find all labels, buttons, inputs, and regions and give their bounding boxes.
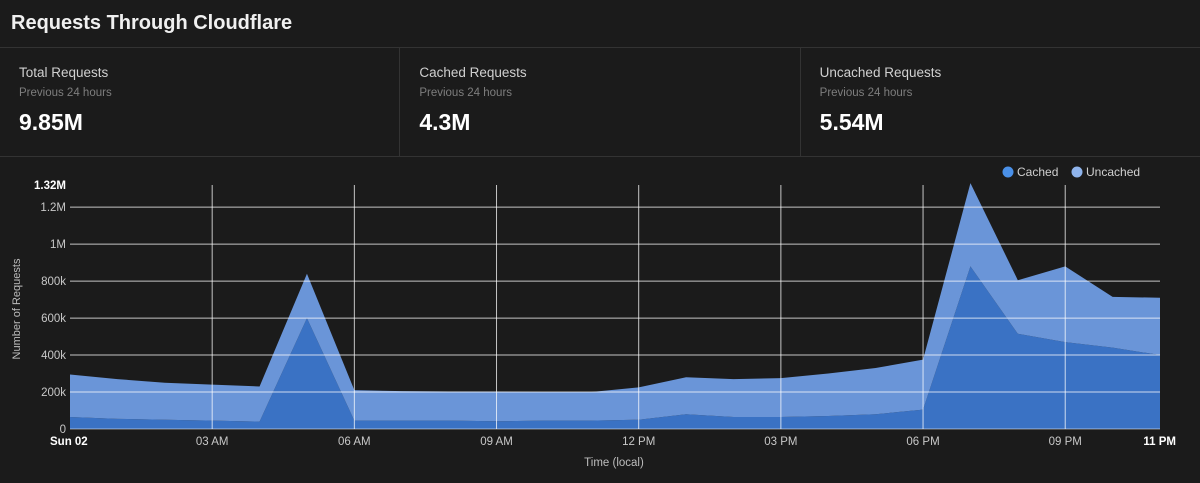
stat-value: 5.54M <box>819 109 884 135</box>
x-axis-label: Time (local) <box>584 457 644 469</box>
stat-period: Previous 24 hours <box>19 87 112 99</box>
y-tick-label: 400k <box>41 350 66 362</box>
stat-value: 9.85M <box>19 109 83 135</box>
area-cached <box>70 266 1160 429</box>
x-tick-label: 09 PM <box>1049 436 1082 448</box>
requests-chart: 1.32M 1.2M 1M 800k 600k 400k 200k 0 Sun 02 03 AM… <box>0 157 1200 483</box>
stat-total-requests: Total Requests Previous 24 hours 9.85M <box>0 48 401 156</box>
y-tick-label: 600k <box>41 313 66 325</box>
panel-header: Requests Through Cloudflare <box>0 0 1200 48</box>
y-tick-label: 1.2M <box>40 202 66 214</box>
y-tick-label: 800k <box>41 276 66 288</box>
chart-grid <box>70 185 1160 430</box>
x-tick-label: 06 AM <box>338 436 371 448</box>
stat-uncached-requests: Uncached Requests Previous 24 hours 5.54… <box>801 48 1200 156</box>
legend-item-uncached[interactable]: Uncached <box>1071 165 1141 179</box>
y-tick-label: 1M <box>50 239 66 251</box>
y-tick-label: 200k <box>41 387 66 399</box>
panel-title: Requests Through Cloudflare <box>11 12 293 34</box>
legend-swatch-cached <box>1002 166 1014 178</box>
chart-areas <box>70 183 1160 429</box>
area-uncached <box>70 183 1160 422</box>
stats-row: Total Requests Previous 24 hours 9.85M C… <box>0 48 1200 157</box>
x-tick-label: 11 PM <box>1143 436 1176 448</box>
y-axis-label: Number of Requests <box>11 258 23 359</box>
x-tick-label: 06 PM <box>906 436 939 448</box>
legend-label-uncached: Uncached <box>1086 165 1140 179</box>
stat-label: Uncached Requests <box>819 65 942 80</box>
stat-period: Previous 24 hours <box>819 87 913 99</box>
x-tick-label: 03 PM <box>764 436 797 448</box>
y-tick-label: 1.32M <box>34 180 66 192</box>
y-axis-ticks: 1.32M 1.2M 1M 800k 600k 400k 200k 0 <box>34 180 66 436</box>
x-tick-label: 09 AM <box>480 436 513 448</box>
y-tick-label: 0 <box>60 424 66 436</box>
x-tick-label: 12 PM <box>622 436 655 448</box>
legend-swatch-uncached <box>1071 166 1083 178</box>
stat-label: Cached Requests <box>419 65 527 80</box>
stat-label: Total Requests <box>19 65 109 80</box>
x-tick-label: 03 AM <box>196 436 229 448</box>
x-tick-label: Sun 02 <box>50 436 88 448</box>
stat-cached-requests: Cached Requests Previous 24 hours 4.3M <box>400 48 801 156</box>
stat-period: Previous 24 hours <box>419 87 513 99</box>
x-axis-ticks: Sun 02 03 AM 06 AM 09 AM 12 PM 03 PM 06 PM 09 P… <box>50 436 1176 448</box>
requests-area-chart: 1.32M 1.2M 1M 800k 600k 400k 200k 0 Sun 02 03 AM… <box>11 165 1176 469</box>
chart-legend: Cached Uncached <box>1002 165 1141 179</box>
stat-value: 4.3M <box>419 109 471 135</box>
legend-item-cached[interactable]: Cached <box>1002 165 1059 179</box>
legend-label-cached: Cached <box>1017 165 1058 179</box>
